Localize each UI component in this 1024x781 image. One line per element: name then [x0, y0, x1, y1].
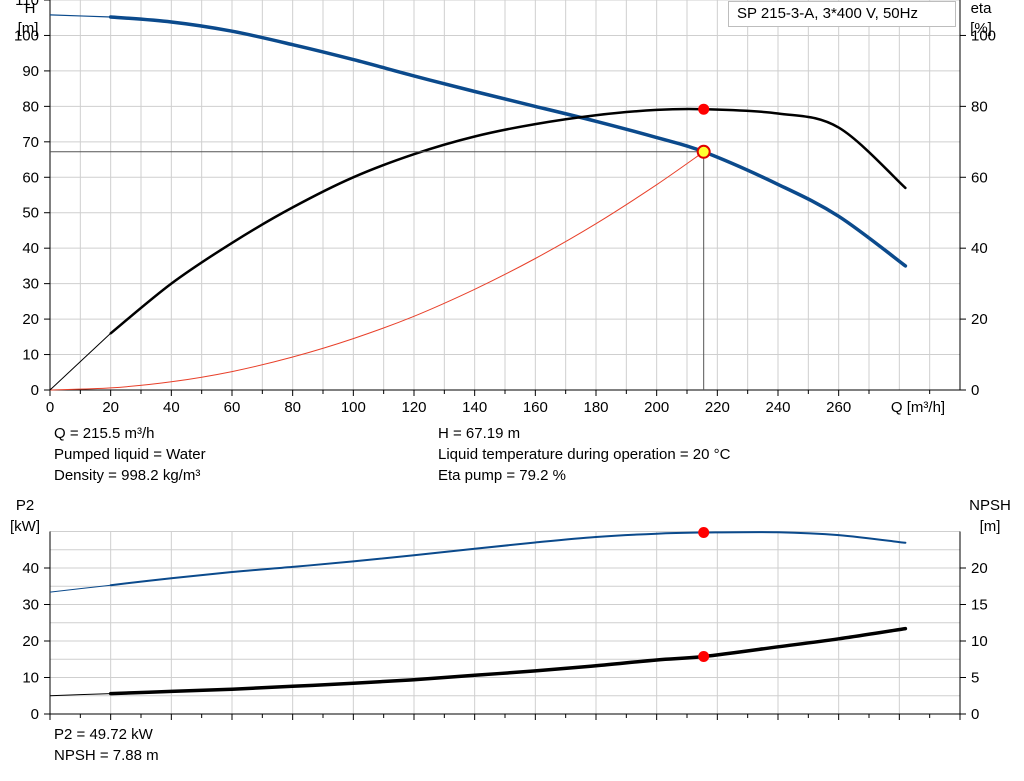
power-curve-line: [109, 531, 907, 587]
head-curve-start: [49, 14, 111, 18]
power-panel-series: [49, 527, 908, 697]
y-left-axis-unit: [m]: [18, 20, 39, 37]
npsh-curve-start: [49, 693, 111, 697]
power-panel-axes: 0 10 20 30 40 0 5 10 15 20: [22, 531, 988, 723]
x-tick-label: 140: [462, 399, 487, 416]
liquid-info: Pumped liquid = Water: [54, 446, 206, 463]
x-tick-label: 0: [46, 399, 54, 416]
head-panel-axes: 0 10 20 30 40 50 60 70 80 90 100 110 0 20 40 60 80 100 0 20…: [14, 0, 996, 416]
head-panel-series: [49, 14, 908, 391]
y-right-tick-label: 5: [971, 670, 979, 687]
y-left-tick-label: 40: [22, 560, 39, 577]
efficiency-curve-line: [109, 107, 907, 335]
x-tick-label: 40: [163, 399, 180, 416]
y-right-axis-unit: [%]: [970, 20, 992, 37]
x-tick-label: 20: [102, 399, 119, 416]
npsh-operating-point: [698, 650, 710, 662]
y-right-tick-label: 20: [971, 560, 988, 577]
npsh-axis-unit: [m]: [980, 518, 1001, 535]
y-right-tick-label: 15: [971, 597, 988, 614]
y-right-tick-label: 60: [971, 169, 988, 186]
y-left-tick-label: 40: [22, 240, 39, 257]
x-tick-label: 220: [705, 399, 730, 416]
head-panel-grid: [50, 0, 961, 390]
efficiency-curve-start: [49, 332, 112, 391]
y-left-tick-label: 20: [22, 311, 39, 328]
head-curve-line: [108, 15, 908, 268]
system-curve-line: [49, 151, 704, 391]
y-left-tick-label: 90: [22, 63, 39, 80]
head-operating-point: [696, 144, 711, 159]
p2-axis-unit: [kW]: [10, 518, 40, 535]
npsh-curve-line: [108, 626, 908, 696]
y-left-tick-label: 0: [31, 706, 39, 723]
y-left-tick-label: 0: [31, 382, 39, 399]
y-left-axis-title: H: [25, 0, 36, 17]
x-tick-label: 120: [401, 399, 426, 416]
power-curve-start: [49, 584, 111, 593]
y-left-tick-label: 80: [22, 98, 39, 115]
y-right-tick-label: 80: [971, 98, 988, 115]
x-axis-title: Q [m³/h]: [891, 399, 945, 416]
y-left-tick-label: 60: [22, 169, 39, 186]
y-left-tick-label: 20: [22, 633, 39, 650]
y-left-tick-label: 100: [14, 27, 39, 44]
y-left-tick-label: 70: [22, 134, 39, 151]
npsh-axis-title: NPSH: [969, 497, 1011, 514]
y-left-tick-label: 30: [22, 597, 39, 614]
power-panel-grid: [50, 531, 961, 714]
efficiency-info: Eta pump = 79.2 %: [438, 467, 566, 484]
y-right-tick-label: 20: [971, 311, 988, 328]
y-right-tick-label: 0: [971, 382, 979, 399]
power-info: P2 = 49.72 kW: [54, 726, 153, 743]
x-tick-label: 200: [644, 399, 669, 416]
y-right-tick-label: 0: [971, 706, 979, 723]
p2-axis-title: P2: [16, 497, 34, 514]
x-tick-label: 100: [341, 399, 366, 416]
y-left-tick-label: 50: [22, 205, 39, 222]
npsh-info: NPSH = 7.88 m: [54, 747, 159, 764]
y-right-tick-label: 40: [971, 240, 988, 257]
y-left-tick-label: 10: [22, 347, 39, 364]
y-right-tick-label: 100: [971, 27, 996, 44]
x-tick-label: 160: [523, 399, 548, 416]
y-left-tick-label: 110: [15, 0, 39, 9]
pump-model-label: SP 215-3-A, 3*400 V, 50Hz: [728, 1, 956, 27]
y-left-tick-label: 30: [22, 276, 39, 293]
x-tick-label: 80: [284, 399, 301, 416]
power-operating-point: [698, 527, 710, 539]
efficiency-operating-point: [698, 103, 710, 115]
x-tick-label: 180: [583, 399, 608, 416]
flow-info: Q = 215.5 m³/h: [54, 425, 155, 442]
x-tick-label: 60: [224, 399, 241, 416]
temperature-info: Liquid temperature during operation = 20…: [438, 446, 731, 463]
y-right-axis-title: eta: [971, 0, 993, 17]
density-info: Density = 998.2 kg/m³: [54, 467, 201, 484]
chart-labels: H [m] eta [%] Q [m³/h] P2 [kW] NPSH [m]: [10, 0, 1011, 535]
head-info: H = 67.19 m: [438, 425, 521, 442]
x-tick-label: 260: [826, 399, 851, 416]
x-tick-label: 240: [765, 399, 790, 416]
y-left-tick-label: 10: [22, 670, 39, 687]
y-right-tick-label: 10: [971, 633, 988, 650]
